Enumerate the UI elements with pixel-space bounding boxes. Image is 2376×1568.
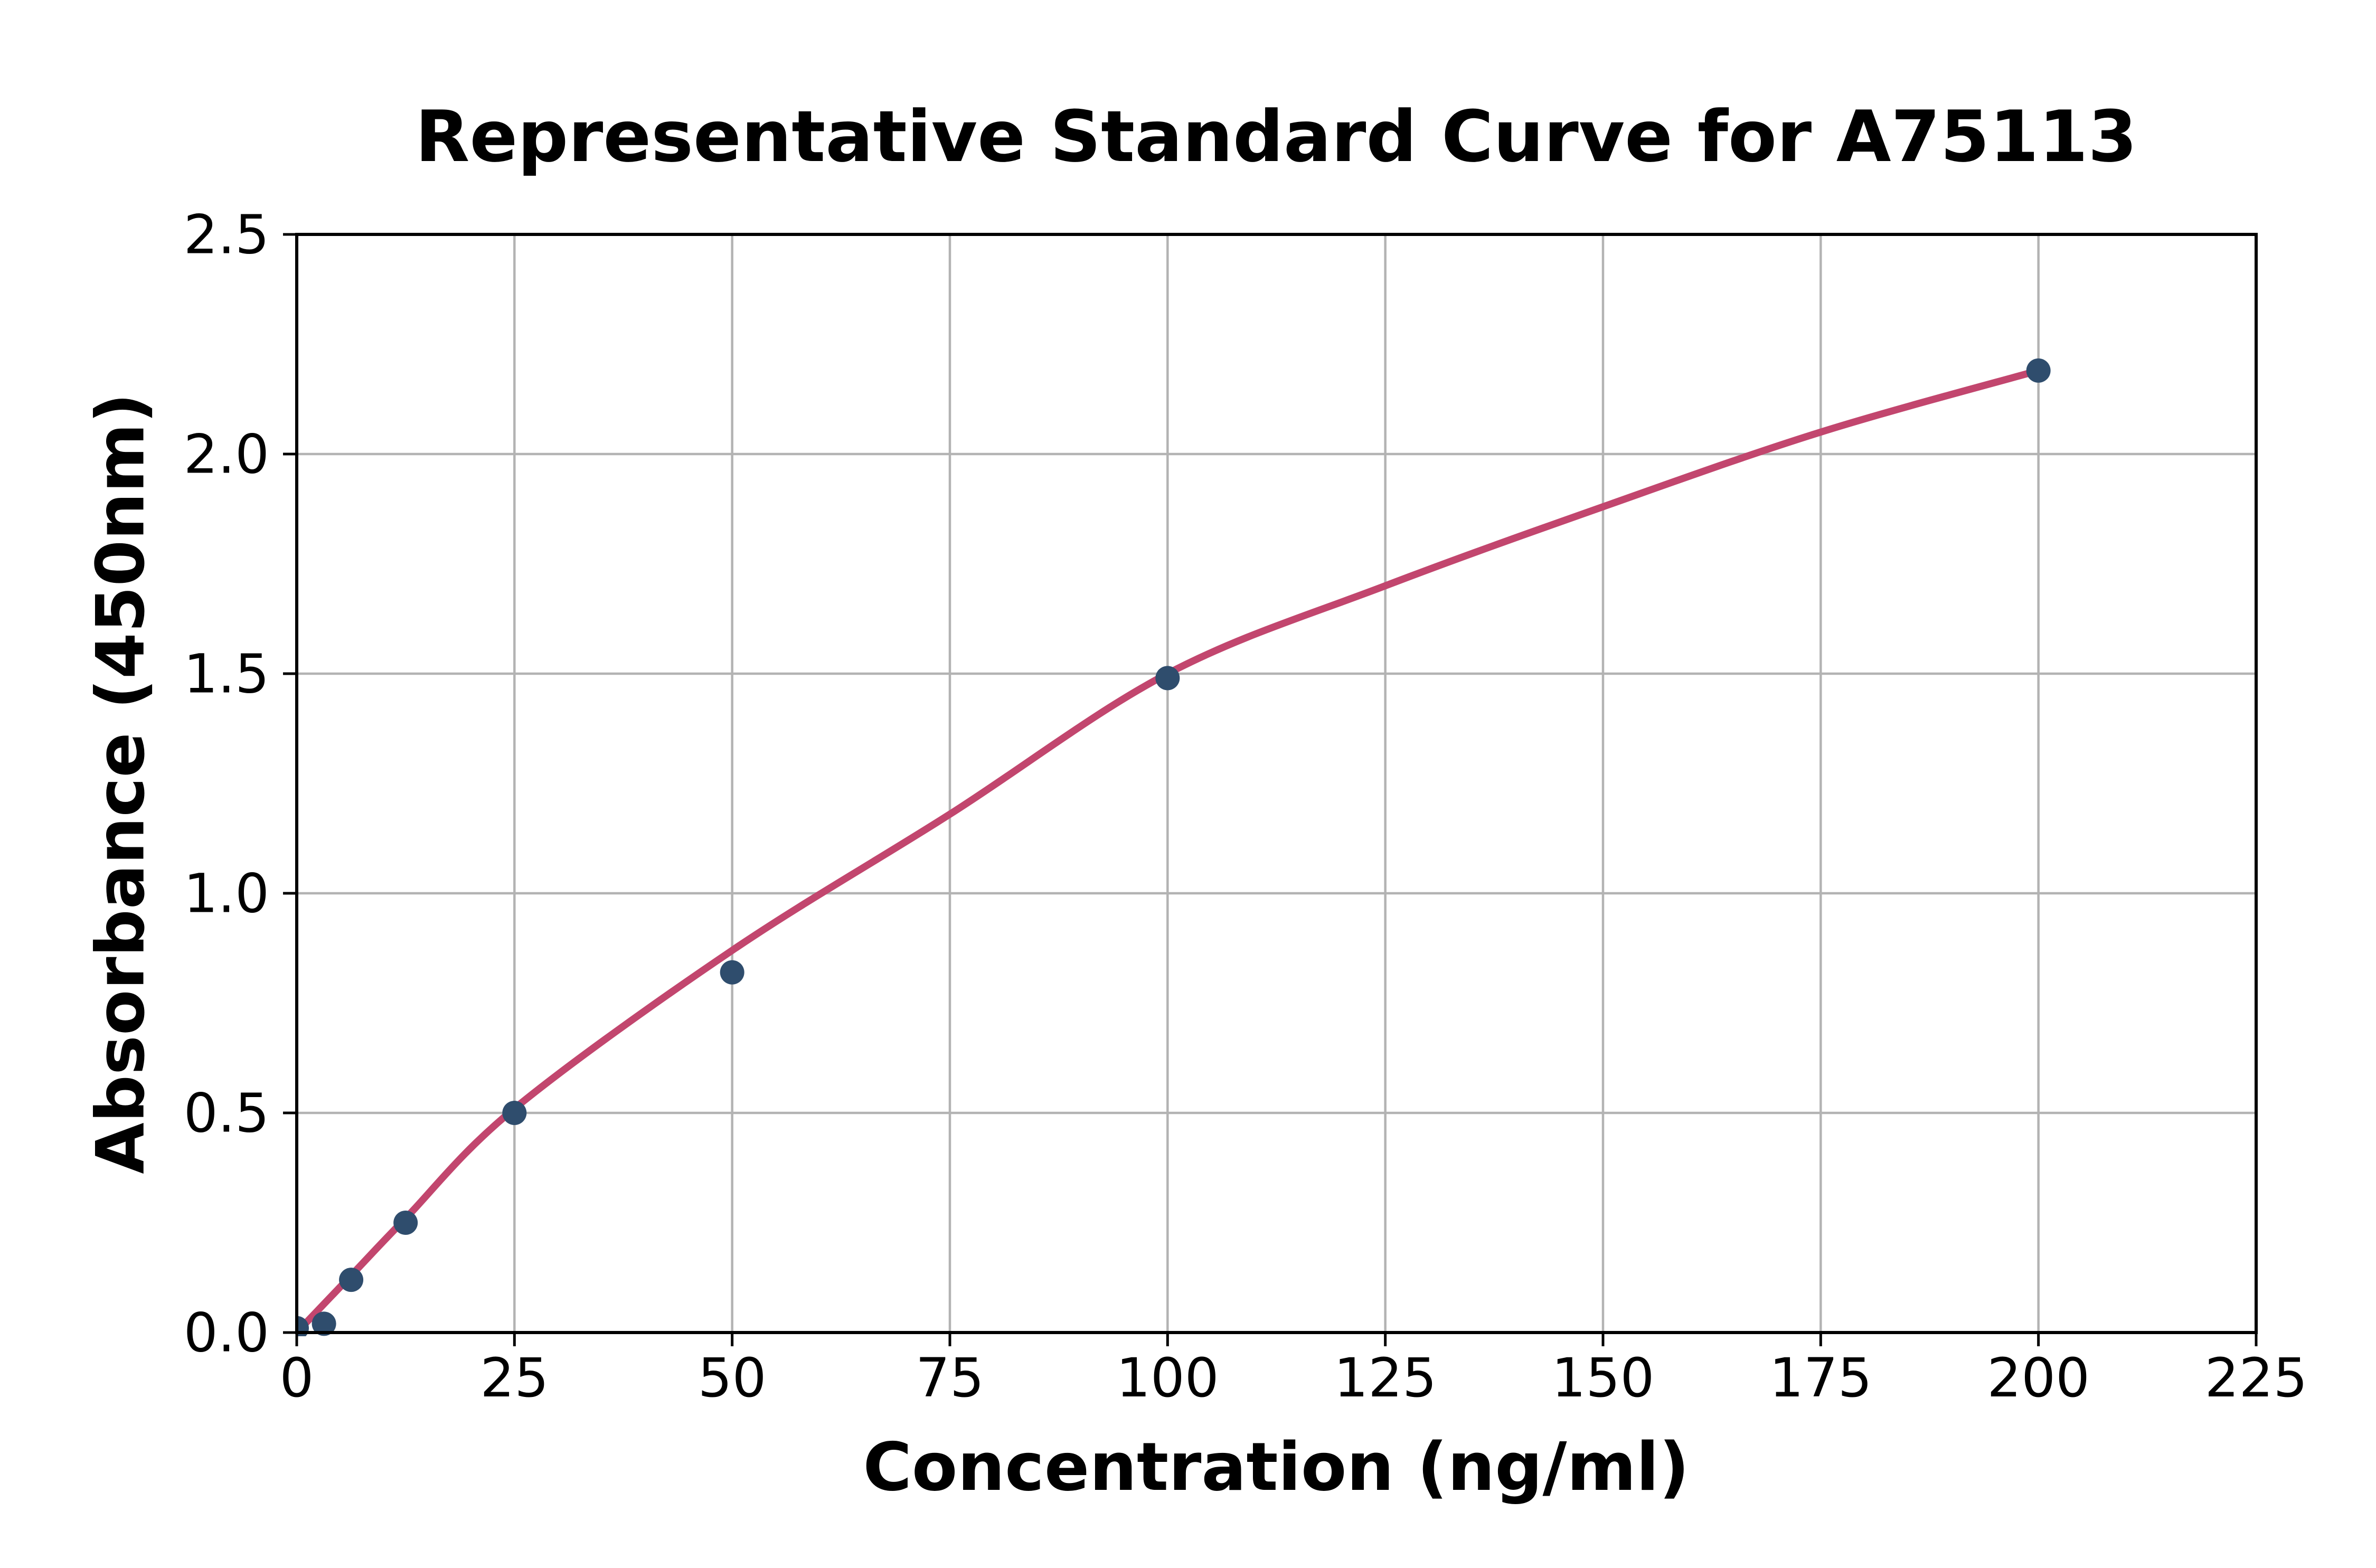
x-tick-label: 200 <box>1987 1347 2090 1410</box>
x-tick-label: 100 <box>1116 1347 1219 1410</box>
y-tick-label: 0.0 <box>184 1302 269 1365</box>
data-point <box>2026 358 2051 383</box>
data-point <box>502 1101 527 1125</box>
x-tick-label: 175 <box>1769 1347 1872 1410</box>
y-tick-label: 0.5 <box>184 1082 269 1145</box>
y-tick-label: 1.5 <box>184 643 269 706</box>
data-point <box>393 1211 418 1235</box>
data-point <box>1155 666 1180 691</box>
plot-frame <box>295 233 2258 1334</box>
x-tick-label: 150 <box>1552 1347 1655 1410</box>
x-tick-label: 50 <box>698 1347 767 1410</box>
data-points <box>297 358 2051 1336</box>
x-axis-label: Concentration (ng/ml) <box>863 1428 1689 1506</box>
y-axis-label: Absorbance (450nm) <box>82 393 159 1174</box>
axes-frame <box>295 233 2258 1334</box>
gridlines <box>295 233 2258 1334</box>
data-point <box>312 1311 336 1336</box>
y-tick-label: 1.0 <box>184 863 269 925</box>
x-tick-label: 75 <box>916 1347 984 1410</box>
y-tick-label: 2.5 <box>184 204 269 267</box>
data-point <box>720 960 744 985</box>
x-tick-label: 225 <box>2205 1347 2308 1410</box>
data-point <box>339 1268 364 1292</box>
x-tick-label: 25 <box>480 1347 549 1410</box>
axis-ticks: 0 25 50 75 100 125 150 175 200 225 0.0 0.5 1.0 1.5 2.0… <box>184 204 2308 1410</box>
x-tick-label: 0 <box>280 1347 314 1410</box>
fitted-curve <box>297 367 2042 1336</box>
chart-title: Representative Standard Curve for A75113 <box>415 96 2137 178</box>
x-tick-label: 125 <box>1334 1347 1437 1410</box>
y-tick-label: 2.0 <box>184 423 269 486</box>
